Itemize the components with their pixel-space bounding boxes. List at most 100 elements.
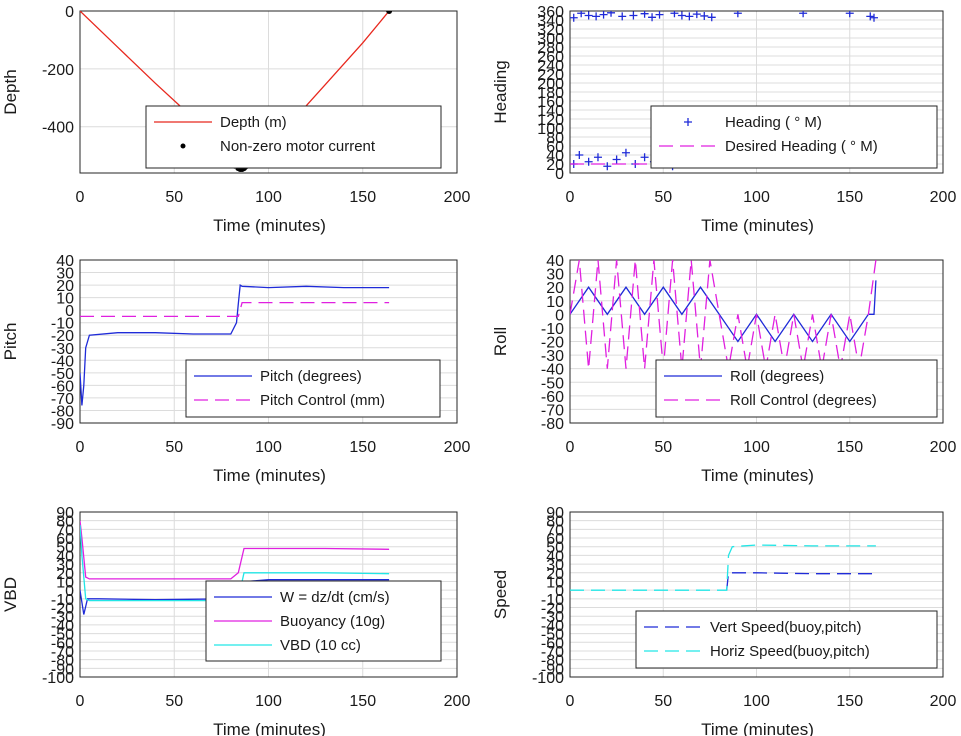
x-tick-label: 0	[76, 189, 85, 206]
y-tick-label: 70	[546, 522, 564, 539]
series-line	[80, 301, 390, 318]
y-tick-label: -30	[51, 609, 74, 626]
panel-speed: 0 50 100 150 2009080706050403020100-10-20-30…	[491, 505, 956, 736]
legend-box	[650, 105, 938, 169]
data-point	[733, 11, 742, 18]
y-tick-label: 360	[537, 4, 564, 21]
y-tick-label: 50	[546, 540, 564, 557]
y-tick-label: 220	[537, 67, 564, 84]
legend: Roll (degrees) Roll Control (degrees)	[655, 359, 938, 418]
y-tick-label: -80	[541, 653, 564, 670]
data-point	[593, 153, 602, 162]
y-tick-label: -50	[51, 366, 74, 383]
y-tick-label: 0	[65, 303, 74, 320]
x-tick-label: 100	[255, 189, 282, 206]
y-axis-label: VBD	[1, 577, 20, 612]
data-point	[575, 151, 584, 159]
y-tick-label: 320	[537, 22, 564, 39]
y-tick-label: 80	[546, 514, 564, 531]
y-tick-label: -80	[541, 416, 564, 433]
y-tick-label: 40	[546, 548, 564, 565]
y-tick-label: -60	[541, 635, 564, 652]
panel-vbd: 0 50 100 150 2009080706050403020100-10-20-30…	[1, 505, 470, 736]
y-tick-label: -20	[541, 601, 564, 618]
axes-frame	[79, 511, 458, 678]
y-tick-label: 90	[56, 505, 74, 522]
y-tick-label: -10	[51, 316, 74, 333]
data-point	[677, 11, 686, 20]
axes-frame	[569, 10, 944, 174]
data-point	[612, 155, 621, 164]
data-point	[603, 162, 612, 171]
data-point	[584, 11, 593, 20]
y-tick-label: 50	[56, 540, 74, 557]
y-tick-label: 60	[546, 139, 564, 156]
series-line	[570, 280, 877, 343]
y-tick-label: -40	[541, 618, 564, 635]
y-tick-label: 20	[56, 278, 74, 295]
x-tick-label: 50	[654, 693, 672, 710]
legend-label: Horiz Speed(buoy,pitch)	[710, 643, 870, 660]
data-point	[640, 11, 649, 18]
y-tick-label: -80	[51, 403, 74, 420]
x-tick-label: 0	[566, 693, 575, 710]
y-tick-label: 100	[537, 121, 564, 138]
x-tick-label: 100	[743, 439, 770, 456]
x-axis-label: Time (minutes)	[213, 720, 326, 736]
y-tick-label: 0	[555, 583, 564, 600]
legend: Pitch (degrees) Pitch Control (mm)	[185, 359, 441, 418]
data-layer	[570, 260, 877, 369]
legend: W = dz/dt (cm/s) Buoyancy (10g) VBD (10 cc…	[205, 580, 442, 662]
y-tick-label: 90	[546, 505, 564, 522]
y-tick-label: 30	[56, 266, 74, 283]
x-tick-label: 150	[836, 189, 863, 206]
data-layer	[570, 544, 876, 591]
legend-box	[185, 359, 441, 418]
data-point	[640, 153, 649, 162]
legend: Heading ( ° M) Desired Heading ( ° M)	[650, 105, 938, 169]
y-tick-label: 180	[537, 85, 564, 102]
y-tick-label: 30	[546, 267, 564, 284]
series-line	[80, 283, 390, 406]
y-tick-label: -100	[42, 670, 74, 687]
data-point	[655, 11, 664, 19]
y-tick-label: 10	[56, 574, 74, 591]
data-layer	[80, 283, 390, 406]
y-tick-label: -80	[51, 653, 74, 670]
x-tick-label: 50	[654, 189, 672, 206]
x-tick-label: 100	[255, 693, 282, 710]
data-point	[648, 13, 657, 22]
data-point	[685, 12, 694, 21]
y-tick-label: -200	[42, 62, 74, 79]
panel-roll: 0 50 100 150 200403020100-10-20-30-40-50-60-…	[491, 253, 956, 485]
y-tick-label: -90	[51, 661, 74, 678]
x-tick-label: 100	[743, 189, 770, 206]
y-tick-label: 240	[537, 58, 564, 75]
y-tick-label: 30	[546, 557, 564, 574]
y-tick-label: 140	[537, 103, 564, 120]
y-tick-label: 0	[555, 166, 564, 183]
x-tick-label: 150	[836, 439, 863, 456]
legend-box	[655, 359, 938, 418]
y-tick-label: -30	[541, 348, 564, 365]
y-tick-label: -10	[541, 321, 564, 338]
data-point	[670, 11, 679, 18]
legend: Depth (m) Non-zero motor current	[145, 105, 442, 169]
data-point	[570, 13, 578, 22]
data-point	[700, 11, 709, 20]
series-line	[570, 260, 877, 369]
y-tick-label: 40	[546, 148, 564, 165]
y-tick-label: 0	[65, 4, 74, 21]
y-tick-label: 80	[56, 514, 74, 531]
y-axis-label: Depth	[1, 69, 20, 114]
legend-label: Desired Heading ( ° M)	[725, 138, 878, 155]
x-tick-label: 200	[930, 693, 957, 710]
y-tick-label: -60	[51, 378, 74, 395]
data-point	[618, 12, 627, 21]
series-line	[570, 544, 876, 591]
data-point	[599, 11, 608, 19]
panel-pitch: 0 50 100 150 200403020100-10-20-30-40-50-60-…	[1, 253, 470, 485]
y-tick-label: 20	[546, 157, 564, 174]
axes-frame	[79, 10, 458, 174]
